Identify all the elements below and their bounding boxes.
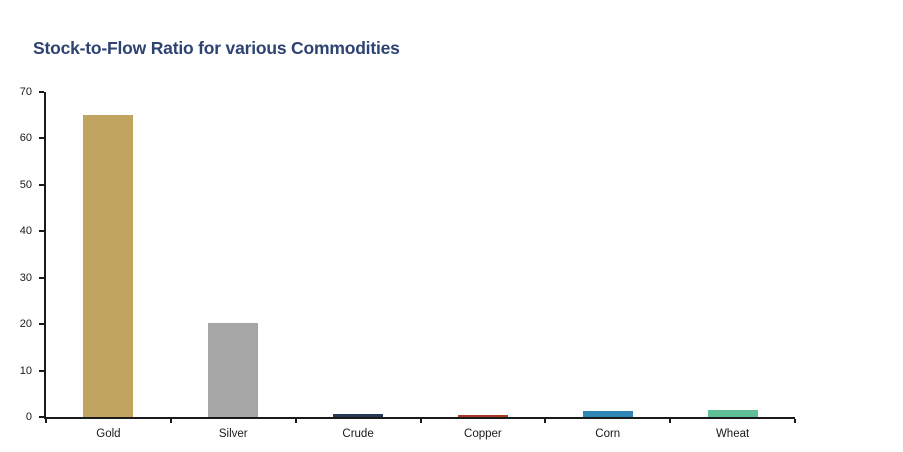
y-axis-tick xyxy=(39,183,44,186)
x-axis-category-label: Wheat xyxy=(715,428,750,440)
x-axis-category-label: Corn xyxy=(595,428,621,440)
bar-corn xyxy=(582,411,633,417)
x-axis-line xyxy=(44,417,795,419)
x-axis-category-label: Silver xyxy=(218,428,248,440)
bar-gold xyxy=(83,115,134,417)
y-axis-tick-label: 70 xyxy=(19,86,32,98)
y-axis-tick-label: 30 xyxy=(19,271,32,284)
y-axis-tick xyxy=(39,137,44,140)
y-axis-tick xyxy=(39,91,44,93)
y-axis-tick xyxy=(39,230,44,233)
y-axis-tick xyxy=(39,416,44,418)
x-axis-tick xyxy=(294,419,297,423)
x-axis-tick xyxy=(419,419,422,423)
y-axis-tick-label: 0 xyxy=(25,411,32,423)
bar-copper xyxy=(457,415,508,417)
x-axis-tick xyxy=(169,419,172,423)
bar-wheat xyxy=(707,409,758,417)
y-axis-line xyxy=(44,92,46,419)
y-axis-tick xyxy=(39,369,44,372)
y-axis-tick-label: 40 xyxy=(19,225,32,238)
x-axis-tick xyxy=(794,419,796,423)
y-axis-tick-label: 10 xyxy=(19,364,32,377)
x-axis-tick xyxy=(544,419,547,423)
y-axis-tick-label: 60 xyxy=(19,132,32,145)
bar-silver xyxy=(208,322,259,417)
y-axis-tick-label: 20 xyxy=(19,318,32,331)
y-axis-tick xyxy=(39,323,44,326)
y-axis-tick xyxy=(39,276,44,279)
y-axis-tick-label: 50 xyxy=(19,178,32,191)
x-axis-tick xyxy=(45,419,47,423)
x-axis-category-label: Gold xyxy=(96,428,121,440)
x-axis-category-label: Copper xyxy=(464,428,502,440)
chart-title: Stock-to-Flow Ratio for various Commodit… xyxy=(33,38,400,58)
x-axis-tick xyxy=(669,419,672,423)
bar-crude xyxy=(333,414,384,417)
x-axis-category-label: Crude xyxy=(342,428,374,440)
